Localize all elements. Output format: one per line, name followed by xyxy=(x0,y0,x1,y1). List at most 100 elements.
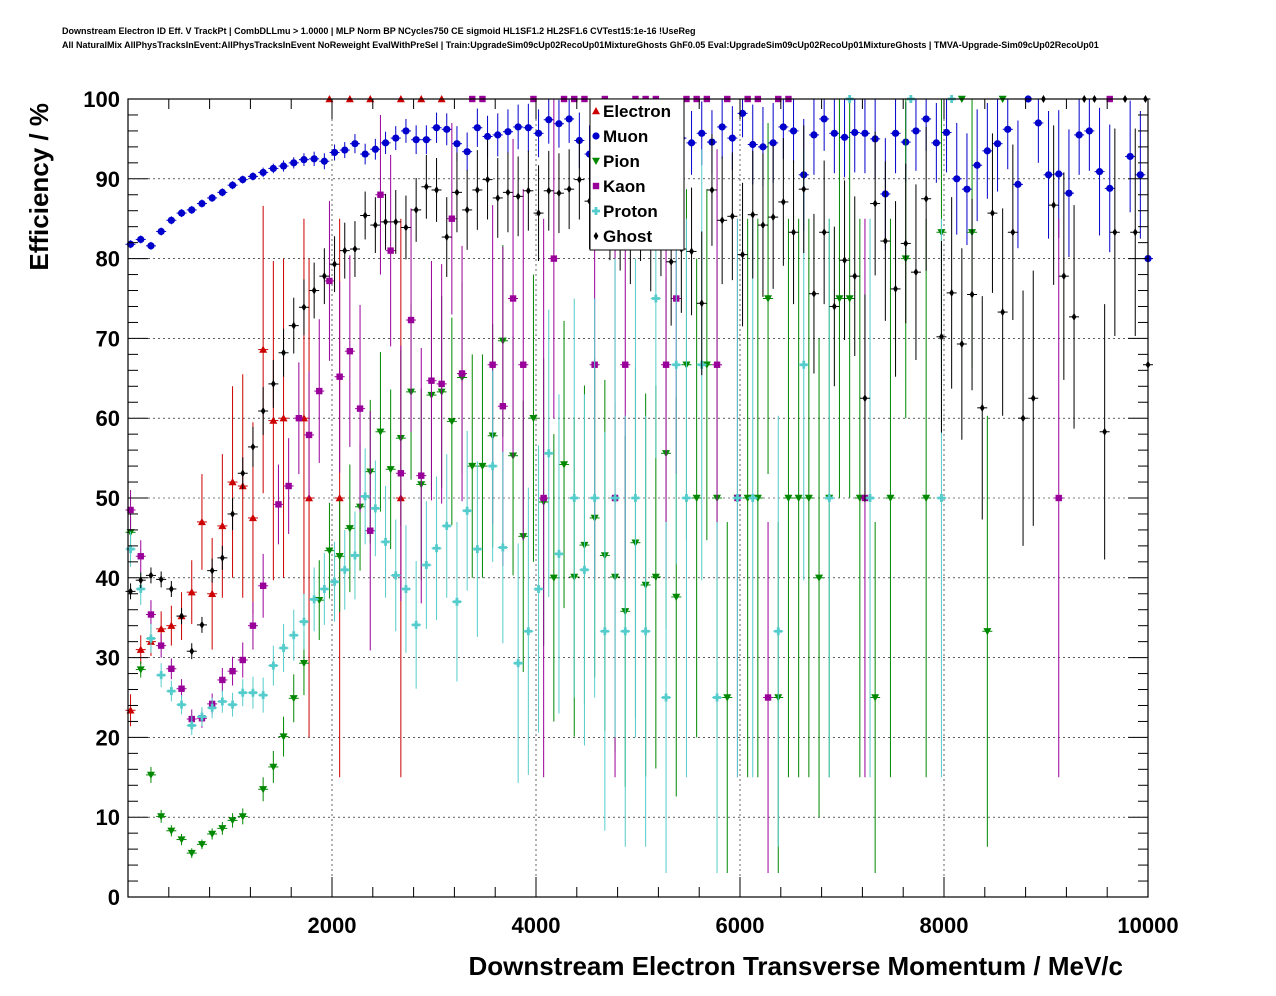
pion-point xyxy=(238,813,247,821)
legend-label-proton: Proton xyxy=(603,202,658,221)
ghost-point xyxy=(291,321,297,330)
pion-point xyxy=(197,841,206,849)
pion-point xyxy=(672,593,681,601)
muon-point xyxy=(1004,125,1012,133)
ghost-point xyxy=(831,302,837,311)
ghost-point xyxy=(939,332,944,341)
kaon-point xyxy=(137,553,144,560)
proton-point xyxy=(361,492,370,501)
proton-point xyxy=(463,506,472,515)
proton-point xyxy=(177,700,186,709)
muon-point xyxy=(269,164,277,173)
y-tick-label: 40 xyxy=(96,566,120,591)
proton-point xyxy=(146,634,155,643)
proton-point xyxy=(371,504,380,513)
ghost-point xyxy=(923,194,929,203)
electron-point xyxy=(335,494,344,502)
kaon-point xyxy=(326,277,333,285)
y-tick-label: 70 xyxy=(96,326,120,351)
pion-point xyxy=(692,494,701,502)
pion-point xyxy=(983,628,992,636)
muon-point xyxy=(1095,168,1104,176)
pion-point xyxy=(299,659,308,668)
proton-point xyxy=(412,620,421,629)
ghost-point xyxy=(454,188,460,197)
kaon-point xyxy=(239,656,246,664)
pion-point xyxy=(871,694,880,702)
muon-point xyxy=(687,139,696,147)
kaon-point xyxy=(157,642,165,649)
proton-point xyxy=(641,627,650,636)
ghost-point xyxy=(699,299,705,308)
electron-point xyxy=(248,513,257,522)
muon-point xyxy=(1055,170,1063,178)
pion-point xyxy=(279,733,288,741)
pion-point xyxy=(753,494,762,502)
ghost-point xyxy=(199,620,205,629)
muon-point xyxy=(545,116,553,124)
ghost-point xyxy=(1030,394,1036,403)
muon-point xyxy=(1136,171,1144,179)
electron-point xyxy=(279,414,288,422)
kaon-point xyxy=(622,361,629,368)
proton-point xyxy=(631,494,640,502)
ghost-point xyxy=(189,647,195,656)
kaon-point xyxy=(127,506,134,514)
muon-point xyxy=(198,199,206,208)
ghost-point xyxy=(403,223,409,232)
muon-point xyxy=(320,157,328,165)
legend-marker-ghost xyxy=(593,232,599,240)
muon-point xyxy=(290,159,298,167)
proton-point xyxy=(157,671,166,680)
proton-point xyxy=(682,494,691,502)
ghost-point xyxy=(1102,427,1108,436)
ghost-point xyxy=(525,186,531,195)
ghost-point xyxy=(148,571,154,580)
ghost-point xyxy=(444,233,450,242)
electron-point xyxy=(228,478,237,486)
proton-point xyxy=(866,494,875,502)
muon-point xyxy=(392,134,400,142)
proton-point xyxy=(432,544,441,553)
pion-point xyxy=(478,462,487,471)
pion-point xyxy=(794,494,803,502)
kaon-point xyxy=(285,482,292,490)
electron-point xyxy=(197,517,206,526)
kaon-point xyxy=(168,665,175,672)
ghost-point xyxy=(179,612,184,621)
y-tick-label: 100 xyxy=(83,87,120,112)
proton-point xyxy=(187,721,196,730)
muon-point xyxy=(565,115,573,123)
y-tick-label: 80 xyxy=(96,247,120,272)
ghost-point xyxy=(760,221,766,230)
kaon-point xyxy=(397,470,405,477)
proton-point xyxy=(498,543,507,552)
kaon-point xyxy=(249,622,257,629)
proton-point xyxy=(381,537,390,546)
chart-axes: 0 10 20 30 40 50 60 70 80 90 100 2000 4000 6000 8000 10… xyxy=(83,87,1178,938)
muon-point xyxy=(147,242,155,250)
ghost-point xyxy=(770,213,776,222)
pion-point xyxy=(886,494,895,502)
muon-point xyxy=(1065,189,1073,197)
proton-point xyxy=(442,521,451,530)
pion-point xyxy=(723,694,732,702)
muon-point xyxy=(830,129,838,137)
muon-point xyxy=(432,124,441,132)
muon-point xyxy=(443,125,451,133)
proton-point xyxy=(299,617,308,626)
ghost-point xyxy=(281,348,286,357)
muon-point xyxy=(188,206,196,214)
kaon-point xyxy=(407,316,415,324)
y-tick-label: 0 xyxy=(108,885,120,910)
ghost-point xyxy=(893,284,898,293)
ghost-point xyxy=(780,197,786,206)
muon-point xyxy=(1044,171,1053,179)
proton-point xyxy=(488,462,497,471)
electron-point xyxy=(269,416,278,424)
ghost-point xyxy=(990,209,995,218)
proton-point xyxy=(544,449,553,458)
pion-point xyxy=(269,763,278,771)
x-tick-label: 8000 xyxy=(920,913,969,938)
y-tick-label: 60 xyxy=(96,406,120,431)
